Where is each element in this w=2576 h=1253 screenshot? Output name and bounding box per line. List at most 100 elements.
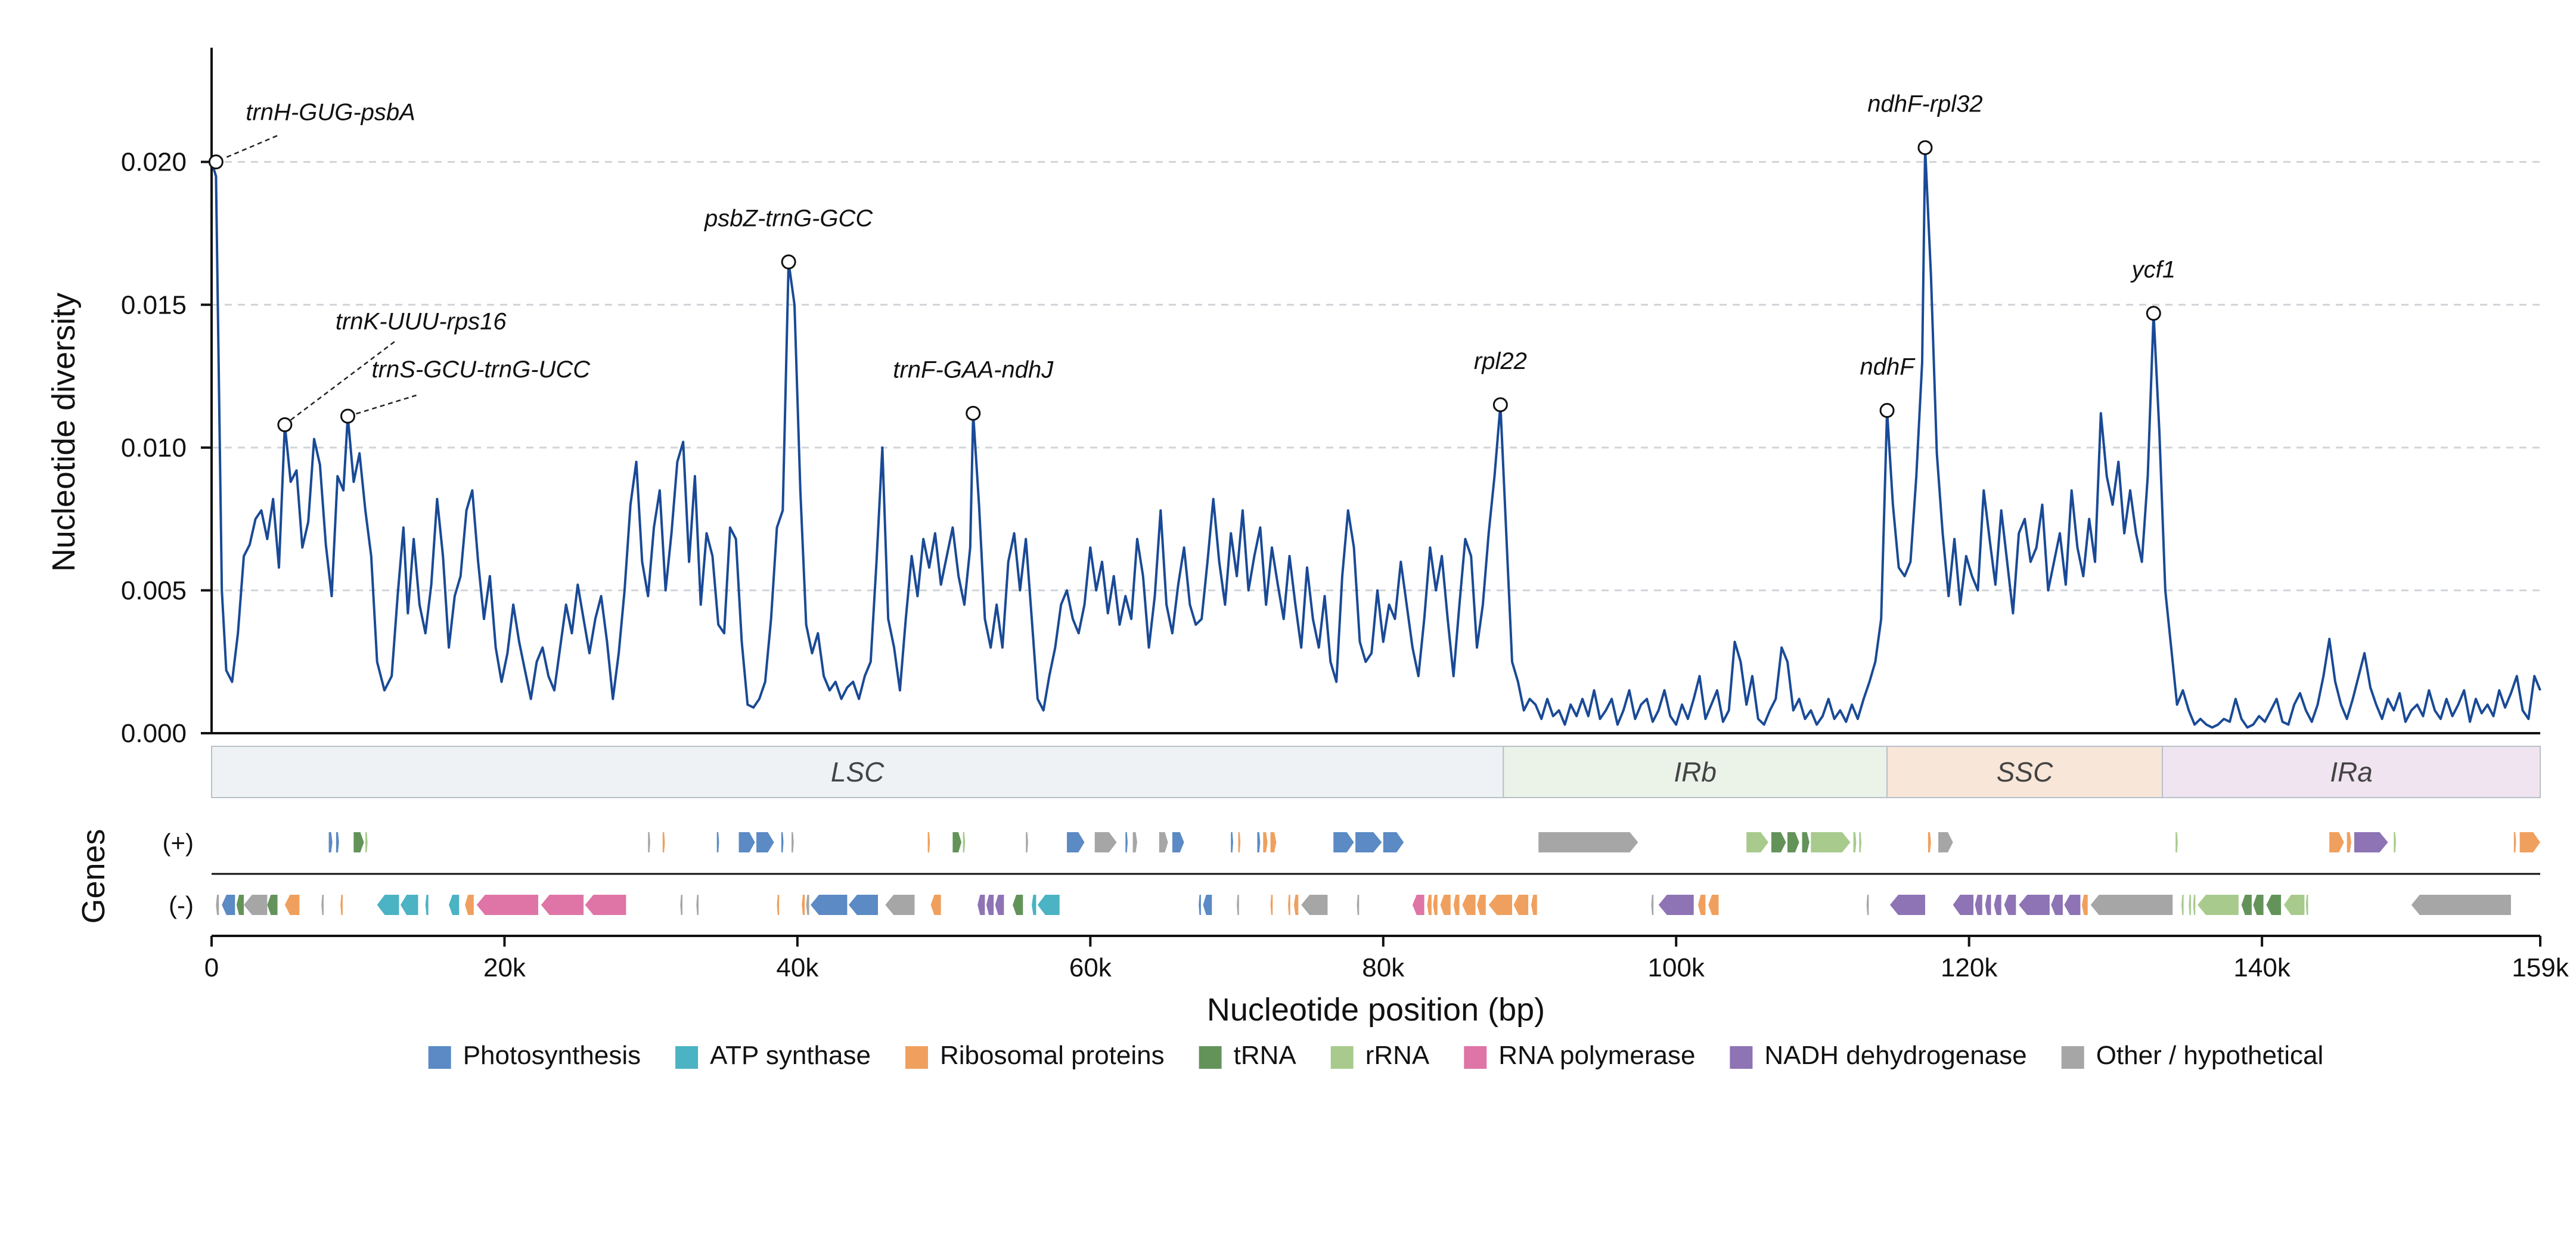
gene-mark — [2354, 832, 2388, 852]
legend-label: ATP synthase — [710, 1041, 871, 1070]
gene-mark — [1746, 832, 1769, 852]
gene-mark — [216, 895, 219, 915]
gene-mark — [680, 895, 683, 915]
gene-mark — [2519, 832, 2540, 852]
gene-mark — [648, 832, 650, 852]
gene-mark — [927, 832, 930, 852]
gene-mark — [1067, 832, 1085, 852]
annotation-label: psbZ-trnG-GCC — [704, 205, 873, 231]
legend-item: NADH dehydrogenase — [1730, 1041, 2027, 1070]
gene-mark — [1037, 895, 1060, 915]
gene-mark — [2189, 895, 2191, 915]
gene-mark — [377, 895, 399, 915]
gene-mark — [222, 895, 235, 915]
gene-mark — [1257, 832, 1261, 852]
gene-mark — [1355, 832, 1382, 852]
legend-swatch — [1199, 1046, 1222, 1069]
gene-mark — [1985, 895, 1991, 915]
region-label: IRa — [2330, 756, 2373, 787]
legend-item: RNA polymerase — [1464, 1041, 1695, 1070]
annotation-marker — [2146, 306, 2161, 321]
strand-label-plus: (+) — [163, 829, 194, 857]
gene-mark — [244, 895, 268, 915]
legend-swatch — [675, 1046, 699, 1069]
gene-mark — [2193, 895, 2196, 915]
gene-mark — [1237, 895, 1239, 915]
gene-mark — [1270, 895, 1273, 915]
gene-mark — [952, 832, 962, 852]
gene-mark — [1531, 895, 1537, 915]
gene-mark — [1853, 832, 1857, 852]
gene-mark — [1708, 895, 1719, 915]
gene-mark — [1938, 832, 1953, 852]
annotation-label: ycf1 — [2130, 257, 2175, 283]
gene-mark — [465, 895, 474, 915]
gene-mark — [321, 895, 324, 915]
legend-label: Photosynthesis — [463, 1041, 641, 1070]
gene-mark — [696, 895, 699, 915]
gene-mark — [400, 895, 418, 915]
gene-mark — [365, 832, 368, 852]
gene-mark — [585, 895, 626, 915]
gene-mark — [2198, 895, 2239, 915]
gene-mark — [963, 832, 966, 852]
gene-mark — [1994, 895, 2001, 915]
gene-mark — [1802, 832, 1810, 852]
genes-track-title: Genes — [76, 829, 111, 923]
gene-mark — [738, 832, 755, 852]
gene-mark — [2329, 832, 2344, 852]
annotation-leader — [356, 394, 417, 415]
gene-mark — [1203, 895, 1212, 915]
gene-mark — [1453, 895, 1460, 915]
annotation-layer: trnH-GUG-psbA trnK-UUU-rps16 trnS-GCU-trnG… — [208, 91, 2175, 432]
legend-label: RNA polymerase — [1498, 1041, 1695, 1070]
annotation-marker — [1917, 140, 1933, 156]
gene-mark — [267, 895, 278, 915]
gene-mark — [541, 895, 584, 915]
x-tick-label: 120k — [1941, 953, 1998, 982]
gene-mark — [781, 832, 784, 852]
y-tick-label: 0.000 — [121, 719, 187, 748]
gene-mark — [476, 895, 538, 915]
gene-mark — [1488, 895, 1513, 915]
y-tick-label: 0.015 — [121, 290, 187, 320]
gene-mark — [986, 895, 994, 915]
gene-mark — [284, 895, 300, 915]
x-tick-label: 20k — [483, 953, 526, 982]
gene-mark — [328, 832, 333, 852]
gene-mark — [340, 895, 343, 915]
annotation-label: trnF-GAA-ndhJ — [893, 356, 1054, 383]
gene-mark — [1412, 895, 1424, 915]
strand-label-minus: (-) — [169, 891, 194, 919]
x-tick-label: 100k — [1648, 953, 1705, 982]
gene-mark — [1199, 895, 1201, 915]
gene-mark — [1538, 832, 1638, 852]
gene-mark — [1383, 832, 1404, 852]
annotation-marker — [277, 417, 293, 432]
gene-mark — [1859, 832, 1862, 852]
gene-mark — [1462, 895, 1476, 915]
gene-mark — [1513, 895, 1529, 915]
gene-mark — [236, 895, 244, 915]
legend-item: ATP synthase — [675, 1041, 871, 1070]
region-band — [211, 746, 1504, 798]
annotation-label: ndhF — [1860, 354, 1916, 380]
gene-mark — [1288, 895, 1290, 915]
gene-mark — [1477, 895, 1486, 915]
y-tick-label: 0.005 — [121, 576, 187, 605]
annotation-label: trnS-GCU-trnG-UCC — [372, 356, 591, 383]
gene-mark — [930, 895, 941, 915]
legend-label: rRNA — [1365, 1041, 1430, 1070]
annotation-label: rpl22 — [1474, 348, 1527, 374]
x-axis-title: Nucleotide position (bp) — [1207, 992, 1545, 1028]
gene-mark — [1270, 832, 1277, 852]
legend-swatch — [428, 1046, 451, 1069]
gene-mark — [449, 895, 460, 915]
y-axis-title: Nucleotide diversity — [46, 293, 82, 572]
region-band — [2162, 746, 2541, 798]
gene-mark — [1658, 895, 1694, 915]
gene-mark — [1651, 895, 1654, 915]
gene-mark — [1357, 895, 1360, 915]
gene-mark — [1301, 895, 1328, 915]
